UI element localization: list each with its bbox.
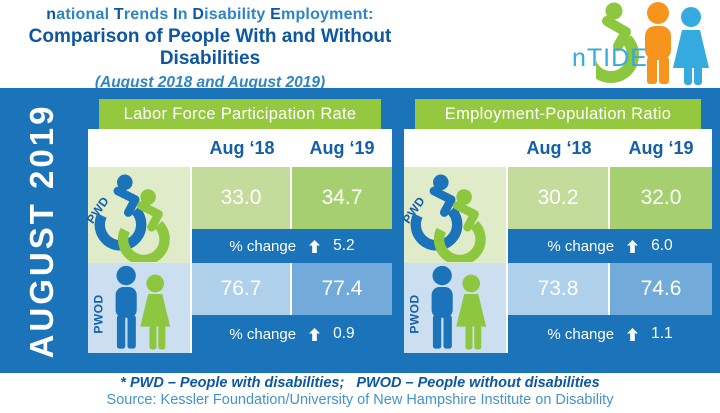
table-body: PWD 30.2 32 [400, 167, 712, 353]
title-line2: Comparison of People With and Without Di… [28, 26, 392, 69]
month-sidebar-label: AUGUST 2019 [23, 103, 60, 358]
pwd-change-row: % change 6.0 [508, 229, 712, 263]
col-header-aug18: Aug ‘18 [209, 137, 275, 158]
value-pwd-aug18: 30.2 [508, 167, 610, 229]
change-label: % change [229, 325, 297, 343]
title-seg: ational [56, 6, 114, 23]
pwd-icon-cell: PWD [400, 167, 508, 263]
pwd-icon-cell: PWD [84, 167, 192, 263]
change-label: % change [229, 237, 297, 255]
table-labor-force-participation: Labor Force Participation Rate Aug ‘18 A… [84, 99, 392, 353]
title-block: national Trends In Disability Employment… [0, 6, 420, 92]
col-header-aug18: Aug ‘18 [526, 137, 592, 158]
title-line3: (August 2018 and August 2019) [94, 74, 326, 91]
pwd-wheelchair-icon [94, 174, 170, 262]
col-header-aug19: Aug ‘19 [628, 137, 694, 158]
change-value: 0.9 [333, 325, 355, 342]
pwod-couple-icon [115, 265, 171, 350]
title-seg: D [192, 6, 205, 23]
value-pwd-aug19: 34.7 [292, 167, 392, 229]
ntide-logo-text: nTIDE [572, 44, 648, 72]
value-pwd-aug18: 33.0 [192, 167, 292, 229]
title-seg: n [46, 6, 57, 23]
footer: * PWD – People with disabilities; PWOD –… [0, 373, 720, 413]
title-seg: mployment: [281, 6, 374, 23]
table-column-headers: Aug ‘18 Aug ‘19 [88, 129, 392, 167]
table-title: Employment-Population Ratio [415, 99, 701, 129]
pwod-icon-cell: PWOD [404, 263, 508, 353]
value-pwd-aug19: 32.0 [610, 167, 712, 229]
up-arrow-icon [309, 239, 321, 253]
main-panel: AUGUST 2019 Labor Force Participation Ra… [0, 88, 720, 373]
change-label: % change [547, 325, 615, 343]
ntide-logo-figures-icon [596, 2, 709, 85]
change-value: 1.1 [651, 325, 673, 342]
title-seg: E [270, 6, 282, 23]
up-arrow-icon [309, 327, 321, 341]
table-body: PWD 33.0 34 [84, 167, 392, 353]
change-value: 6.0 [651, 237, 673, 254]
change-label: % change [547, 237, 615, 255]
value-pwod-aug19: 77.4 [292, 263, 392, 315]
title-seg: n [177, 6, 193, 23]
title-seg: rends [123, 6, 174, 23]
footnote-definitions: * PWD – People with disabilities; PWOD –… [120, 375, 600, 391]
pwod-couple-icon [431, 265, 487, 350]
pwod-change-row: % change 1.1 [508, 315, 712, 353]
pwod-change-row: % change 0.9 [192, 315, 392, 353]
title-line1: national Trends In Disability Employment… [0, 6, 420, 24]
ntide-logo: nTIDE [568, 2, 718, 86]
pwod-icon-cell: PWOD [88, 263, 192, 353]
title-seg: I [173, 6, 178, 23]
table-title: Labor Force Participation Rate [99, 99, 381, 129]
pwd-wheelchair-icon [410, 174, 486, 262]
table-column-headers: Aug ‘18 Aug ‘19 [404, 129, 712, 167]
header: national Trends In Disability Employment… [0, 0, 720, 91]
value-pwod-aug18: 76.7 [192, 263, 292, 315]
change-value: 5.2 [333, 237, 355, 254]
table-employment-population: Employment-Population Ratio Aug ‘18 Aug … [400, 99, 712, 353]
title-seg: T [113, 6, 124, 23]
value-pwod-aug19: 74.6 [610, 263, 712, 315]
col-header-aug19: Aug ‘19 [309, 137, 375, 158]
up-arrow-icon [627, 327, 639, 341]
pwd-change-row: % change 5.2 [192, 229, 392, 263]
source-credit: Source: Kessler Foundation/University of… [106, 392, 614, 408]
value-pwod-aug18: 73.8 [508, 263, 610, 315]
up-arrow-icon [627, 239, 639, 253]
title-seg: isability [204, 6, 271, 23]
